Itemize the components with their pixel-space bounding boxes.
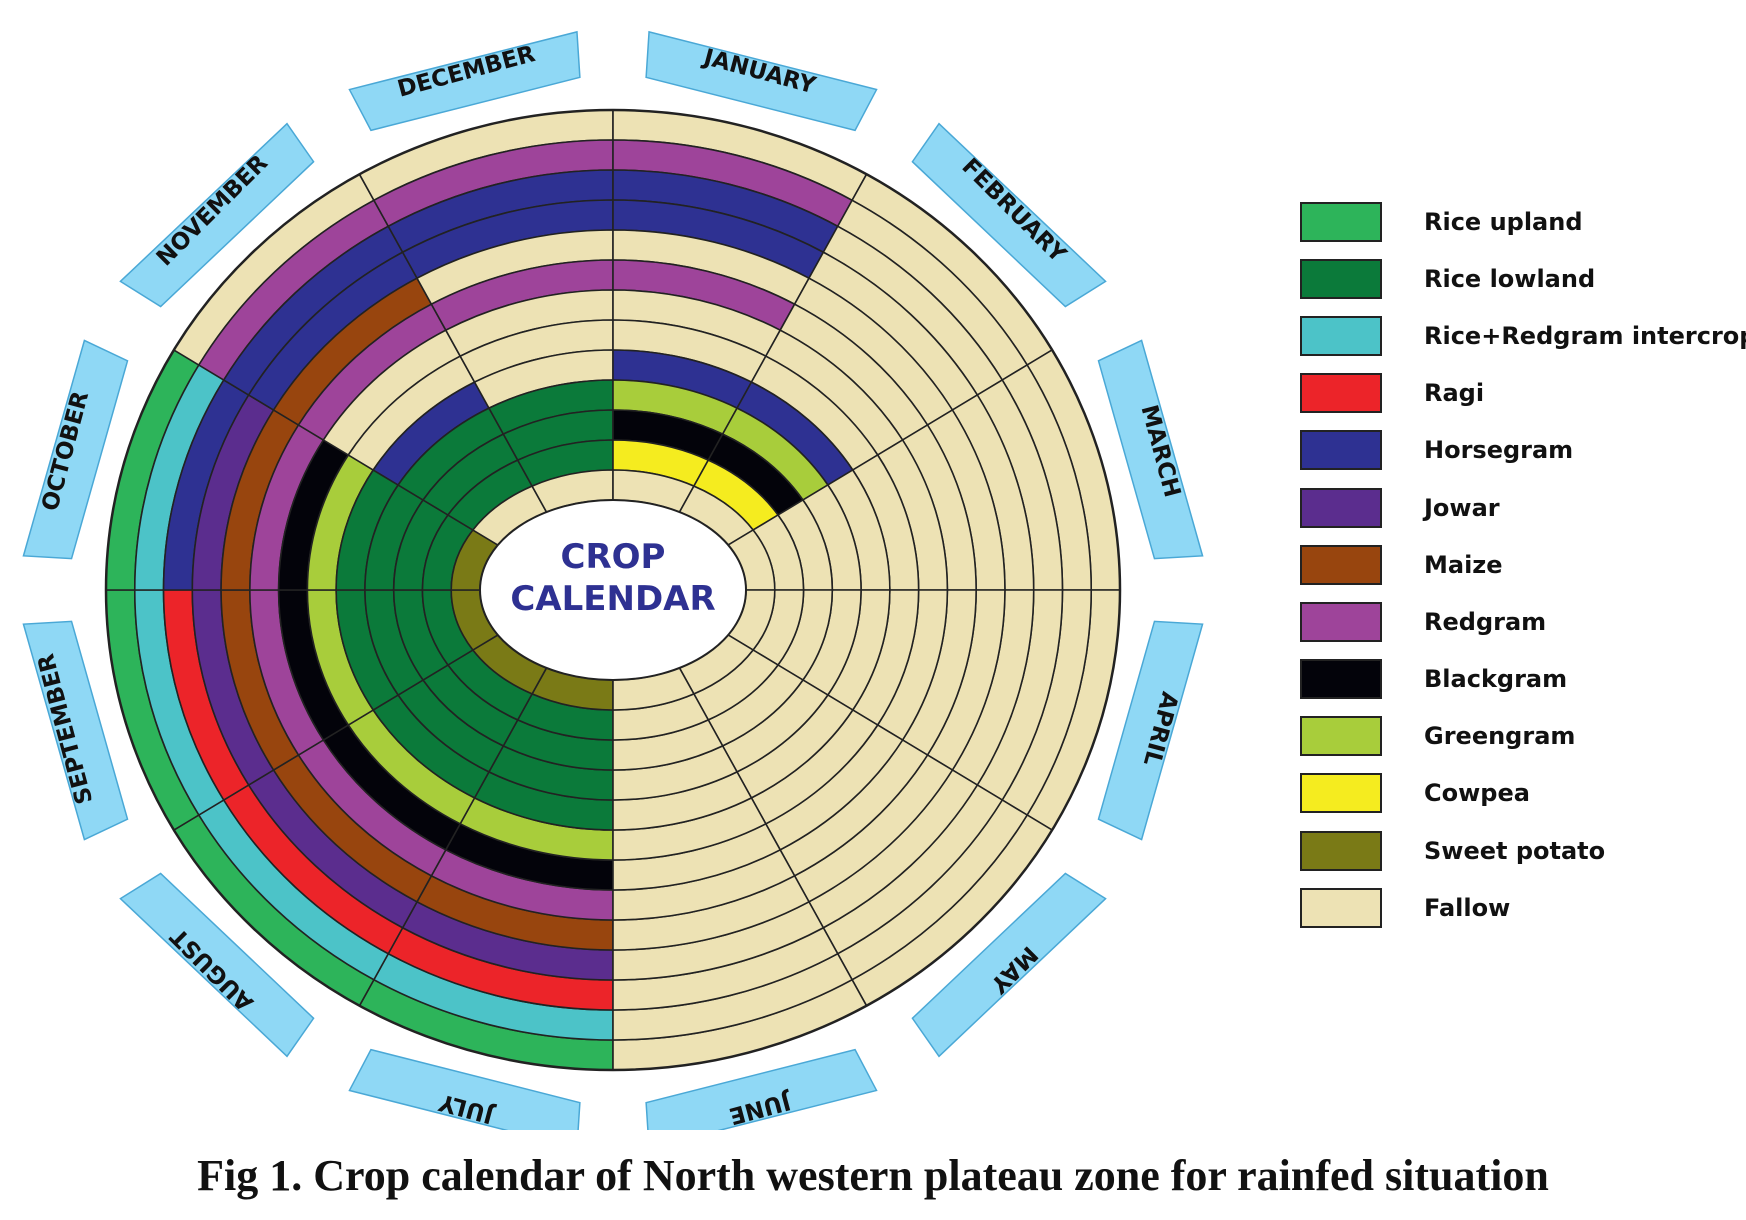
legend-label: Fallow <box>1424 893 1511 922</box>
legend-swatch <box>1300 373 1382 414</box>
legend-swatch <box>1300 830 1382 871</box>
legend-label: Rice lowland <box>1424 264 1596 293</box>
legend-label: Sweet potato <box>1424 836 1606 865</box>
figure-caption: Fig 1. Crop calendar of North western pl… <box>197 1151 1549 1200</box>
legend-label: Rice upland <box>1424 207 1583 236</box>
legend-item-rice-redgram: Rice+Redgram intercrop <box>1300 307 1746 364</box>
month-tab-july <box>348 1048 581 1130</box>
legend-label: Rice+Redgram intercrop <box>1424 321 1746 350</box>
legend-swatch <box>1300 315 1382 356</box>
month-tab-august <box>119 872 315 1058</box>
legend-label: Redgram <box>1424 607 1547 636</box>
wheel-border <box>104 108 1122 1072</box>
legend-label: Greengram <box>1424 722 1576 751</box>
legend-swatch <box>1300 258 1382 299</box>
legend-item-horsegram: Horsegram <box>1300 422 1740 479</box>
legend-swatch <box>1300 887 1382 928</box>
legend-item-cowpea: Cowpea <box>1300 765 1740 822</box>
legend-swatch <box>1300 659 1382 700</box>
legend-item-maize: Maize <box>1300 536 1740 593</box>
center-title-line-1: CROP <box>561 537 666 577</box>
month-tab-october <box>22 339 129 560</box>
legend-item-jowar: Jowar <box>1300 479 1740 536</box>
legend-item-redgram: Redgram <box>1300 593 1740 650</box>
legend-swatch <box>1300 544 1382 585</box>
month-tab-january <box>645 30 878 132</box>
ring-cells <box>104 108 1122 1072</box>
legend-item-blackgram: Blackgram <box>1300 651 1740 708</box>
month-tab-september <box>22 620 129 841</box>
legend-label: Cowpea <box>1424 779 1530 808</box>
month-tab-june <box>645 1048 878 1130</box>
legend: Rice upland Rice lowland Rice+Redgram inte… <box>1300 193 1746 936</box>
month-tab-february <box>911 122 1107 308</box>
legend-swatch <box>1300 430 1382 471</box>
legend-label: Jowar <box>1424 493 1500 522</box>
center-hole <box>479 499 747 681</box>
month-tab-april <box>1097 620 1204 841</box>
legend-swatch <box>1300 716 1382 757</box>
month-tab-may <box>911 872 1107 1058</box>
legend-label: Maize <box>1424 550 1503 579</box>
legend-label: Blackgram <box>1424 665 1568 694</box>
legend-swatch <box>1300 201 1382 242</box>
month-tab-december <box>348 30 581 132</box>
month-tab-november <box>119 122 315 308</box>
center-title-line-2: CALENDAR <box>510 579 715 619</box>
legend-item-rice-upland: Rice upland <box>1300 193 1740 250</box>
legend-item-greengram: Greengram <box>1300 708 1740 765</box>
month-tab-march <box>1097 339 1204 560</box>
legend-item-sweet-potato: Sweet potato <box>1300 822 1740 879</box>
legend-label: Horsegram <box>1424 436 1574 465</box>
legend-swatch <box>1300 601 1382 642</box>
legend-item-rice-lowland: Rice lowland <box>1300 250 1740 307</box>
legend-swatch <box>1300 773 1382 814</box>
legend-item-fallow: Fallow <box>1300 879 1740 936</box>
legend-swatch <box>1300 487 1382 528</box>
legend-label: Ragi <box>1424 379 1485 408</box>
crop-calendar-wheel: JANUARYFEBRUARYMARCHAPRILMAYJUNEJULYAUGU… <box>22 30 1204 1130</box>
legend-item-ragi: Ragi <box>1300 365 1740 422</box>
